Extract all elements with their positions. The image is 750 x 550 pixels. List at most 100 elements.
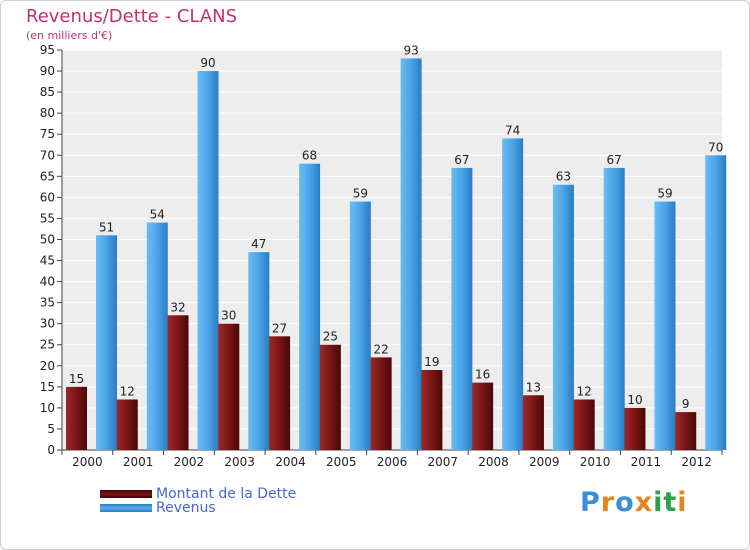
revenus-bar xyxy=(197,71,219,450)
data-label: 32 xyxy=(170,300,185,314)
debt-bar xyxy=(522,395,544,450)
chart-subtitle: (en milliers d'€) xyxy=(26,29,113,42)
proxiti-logo: Proxiti xyxy=(580,487,688,518)
data-label: 13 xyxy=(526,380,541,394)
x-tick-label: 2012 xyxy=(681,455,712,469)
legend-swatch-debt xyxy=(100,489,152,498)
x-tick-label: 2011 xyxy=(631,455,662,469)
y-tick-label: 65 xyxy=(40,169,55,183)
y-tick-label: 85 xyxy=(40,85,55,99)
logo-letter: x xyxy=(634,487,654,518)
data-label: 67 xyxy=(454,153,469,167)
bar-chart: 0 5 10 15 20 25 30 35 40 45 50 55 60 65 70 75 80 85 90 95 20… xyxy=(40,43,727,469)
debt-bar xyxy=(319,344,341,450)
debt-bar xyxy=(370,357,392,450)
x-tick-label: 2003 xyxy=(224,455,255,469)
y-tick-label: 5 xyxy=(47,422,55,436)
debt-bar xyxy=(624,407,646,450)
y-tick-label: 55 xyxy=(40,211,55,225)
legend-item-revenus: Revenus xyxy=(100,499,216,516)
y-tick-label: 20 xyxy=(40,359,55,373)
legend-item-debt: Montant de la Dette xyxy=(100,485,297,502)
logo-letter: t xyxy=(663,487,678,518)
data-label: 15 xyxy=(69,372,84,386)
x-tick-label: 2006 xyxy=(377,455,408,469)
data-label: 12 xyxy=(577,384,592,398)
legend-swatch-revenus xyxy=(100,503,152,512)
y-tick-label: 50 xyxy=(40,232,55,246)
data-label: 93 xyxy=(403,43,418,57)
debt-bar xyxy=(269,336,291,450)
revenus-bar xyxy=(400,58,422,450)
revenus-bar xyxy=(502,138,524,450)
y-tick-label: 60 xyxy=(40,190,55,204)
revenus-bar xyxy=(146,222,168,450)
y-tick-label: 45 xyxy=(40,254,55,268)
revenus-bar xyxy=(603,167,625,451)
legend-label-revenus: Revenus xyxy=(156,499,216,516)
data-label: 63 xyxy=(556,170,571,184)
debt-bar xyxy=(167,315,189,450)
x-tick-label: 2008 xyxy=(478,455,509,469)
y-tick-label: 40 xyxy=(40,275,55,289)
revenus-bar xyxy=(96,235,117,450)
revenus-bar xyxy=(451,167,473,451)
data-label: 51 xyxy=(99,220,114,234)
data-label: 68 xyxy=(302,149,317,163)
logo-letter: P xyxy=(580,487,601,518)
x-tick-label: 2004 xyxy=(275,455,306,469)
revenus-bar xyxy=(349,201,371,450)
data-label: 74 xyxy=(505,123,520,137)
revenus-bar xyxy=(654,201,676,450)
data-label: 12 xyxy=(120,384,135,398)
x-tick-label: 2007 xyxy=(427,455,458,469)
x-tick-label: 2001 xyxy=(123,455,154,469)
data-label: 30 xyxy=(221,309,236,323)
x-tick-label: 2009 xyxy=(529,455,560,469)
data-label: 47 xyxy=(251,237,266,251)
debt-bar xyxy=(116,399,138,450)
data-label: 9 xyxy=(682,397,690,411)
y-tick-label: 30 xyxy=(40,317,55,331)
y-tick-label: 90 xyxy=(40,64,55,78)
debt-bar xyxy=(66,386,87,450)
data-label: 67 xyxy=(607,153,622,167)
x-tick-label: 2005 xyxy=(326,455,357,469)
data-label: 54 xyxy=(150,208,165,222)
data-label: 90 xyxy=(200,56,215,70)
logo-letter: o xyxy=(615,487,635,518)
y-tick-label: 35 xyxy=(40,296,55,310)
y-tick-label: 95 xyxy=(40,43,55,57)
data-label: 22 xyxy=(373,342,388,356)
data-label: 25 xyxy=(323,330,338,344)
y-tick-label: 0 xyxy=(47,443,55,457)
debt-bar xyxy=(218,323,240,450)
y-tick-label: 80 xyxy=(40,106,55,120)
revenus-bar xyxy=(248,252,270,450)
y-tick-label: 10 xyxy=(40,401,55,415)
debt-bar xyxy=(472,382,494,450)
revenus-bar xyxy=(299,163,321,450)
logo-letter: r xyxy=(600,487,616,518)
debt-bar xyxy=(675,412,697,450)
y-tick-label: 70 xyxy=(40,148,55,162)
x-tick-label: 2010 xyxy=(580,455,611,469)
data-label: 19 xyxy=(424,355,439,369)
data-label: 70 xyxy=(708,140,723,154)
y-tick-label: 25 xyxy=(40,338,55,352)
data-label: 59 xyxy=(657,187,672,201)
data-label: 16 xyxy=(475,368,490,382)
x-tick-label: 2002 xyxy=(174,455,205,469)
data-label: 10 xyxy=(627,393,642,407)
x-tick-label: 2000 xyxy=(72,455,103,469)
chart-title: Revenus/Dette - CLANS xyxy=(26,6,238,27)
data-label: 27 xyxy=(272,321,287,335)
revenus-bar xyxy=(705,155,727,450)
y-tick-label: 15 xyxy=(40,380,55,394)
logo-letter: i xyxy=(677,487,688,518)
debt-bar xyxy=(421,370,443,450)
legend-label-debt: Montant de la Dette xyxy=(156,485,297,502)
y-tick-label: 75 xyxy=(40,127,55,141)
revenus-bar xyxy=(552,184,574,450)
logo-letter: i xyxy=(653,487,664,518)
